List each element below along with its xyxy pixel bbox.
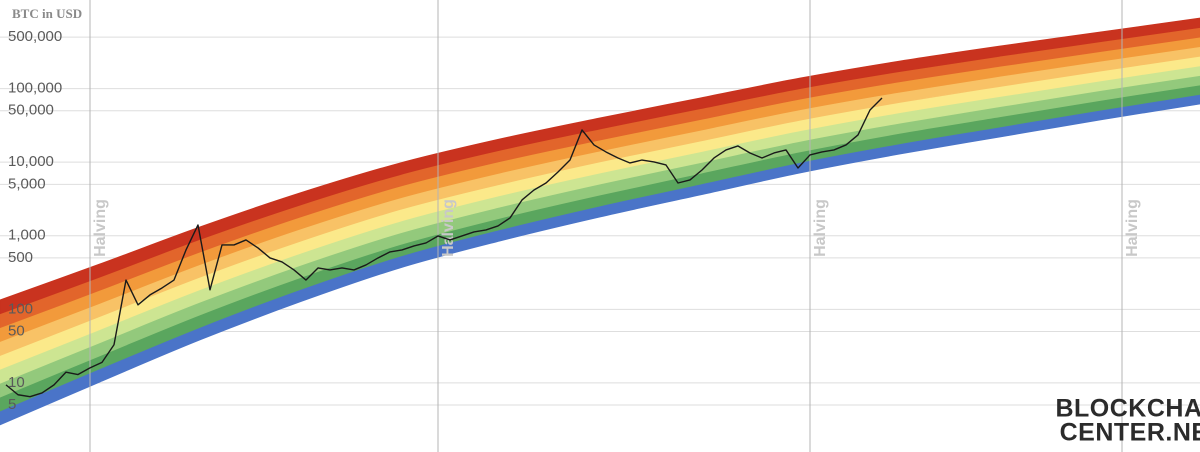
halving-label: Halving: [1124, 199, 1141, 257]
watermark: BLOCKCHAIN: [1055, 395, 1200, 423]
halving-label: Halving: [812, 199, 829, 257]
y-ticks: 5 10 50 100 500 1,000 5,000 10,000 50,000 100,000…: [8, 28, 62, 413]
y-tick-label: 1,000: [8, 227, 46, 244]
watermark: CENTER.NET: [1060, 419, 1200, 447]
y-tick-label: 5,000: [8, 175, 46, 192]
y-tick-label: 500,000: [8, 28, 62, 45]
halvings: Halving Halving Halving Halving: [89, 0, 1141, 452]
rainbow-bands: [0, 17, 1200, 426]
y-tick-label: 10: [8, 374, 25, 391]
halving-label: Halving: [92, 199, 109, 257]
y-tick-label: 5: [8, 396, 16, 413]
y-axis-title: BTC in USD: [12, 6, 82, 21]
rainbow-band: [0, 17, 1200, 315]
y-tick-label: 50,000: [8, 102, 54, 119]
price-line: [5, 97, 883, 398]
y-tick-label: 500: [8, 249, 33, 266]
y-tick-label: 100: [8, 300, 33, 317]
price-line-layer: [5, 97, 883, 398]
y-tick-label: 10,000: [8, 153, 54, 170]
y-tick-label: 100,000: [8, 80, 62, 97]
halving-label: Halving: [440, 199, 457, 257]
y-tick-label: 50: [8, 322, 25, 339]
